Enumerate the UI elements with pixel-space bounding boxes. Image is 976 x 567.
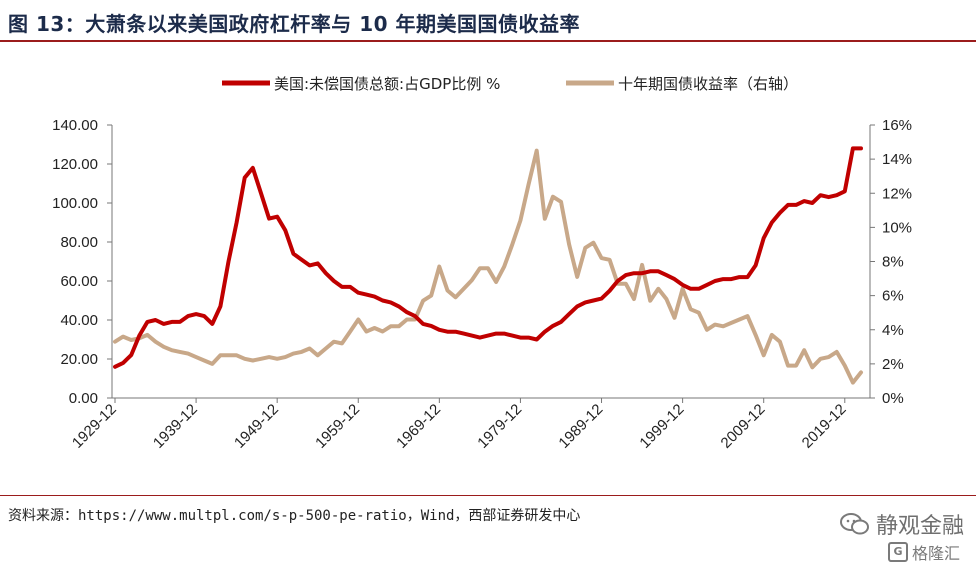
- right-y-tick-label: 4%: [882, 322, 904, 339]
- series-10y-yield-line: [113, 148, 863, 385]
- watermark-secondary: G 格隆汇: [887, 540, 960, 564]
- chart-series: [113, 146, 863, 385]
- x-tick-label: 1939-12: [150, 401, 201, 452]
- right-y-tick-label: 2%: [882, 356, 904, 373]
- left-y-tick-label: 40.00: [60, 312, 98, 329]
- right-y-tick-label: 14%: [882, 151, 912, 168]
- left-y-tick-label: 80.00: [60, 234, 98, 251]
- left-y-tick-label: 100.00: [52, 195, 98, 212]
- x-tick-label: 1979-12: [474, 401, 525, 452]
- right-y-tick-label: 8%: [882, 254, 904, 271]
- g-logo-icon: G: [887, 542, 908, 562]
- wechat-icon: [839, 513, 869, 535]
- x-tick-label: 1989-12: [555, 401, 606, 452]
- source-note: 资料来源：https://www.multpl.com/s-p-500-pe-r…: [8, 508, 581, 524]
- watermark-secondary-text: 格隆汇: [911, 544, 960, 563]
- x-tick-label: 2009-12: [718, 401, 769, 452]
- left-y-tick-label: 0.00: [69, 390, 98, 407]
- right-y-tick-label: 12%: [882, 185, 912, 202]
- x-tick-label: 1949-12: [231, 401, 282, 452]
- left-y-tick-label: 120.00: [52, 156, 98, 173]
- title-rule: [0, 40, 976, 42]
- left-y-tick-label: 140.00: [52, 117, 98, 134]
- left-y-tick-label: 60.00: [60, 273, 98, 290]
- legend-label: 十年期国债收益率（右轴）: [618, 75, 798, 93]
- watermark-text: 静观金融: [875, 514, 964, 539]
- figure-title: 图 13：大萧条以来美国政府杠杆率与 10 年期美国国债收益率: [8, 12, 581, 36]
- right-y-tick-label: 6%: [882, 288, 904, 305]
- chart-axes: 0.00 20.00 40.00 60.00 80.00 100.00 120.00 140.…: [52, 117, 912, 452]
- watermark: 静观金融: [839, 508, 964, 540]
- x-tick-label: 2019-12: [799, 401, 850, 452]
- x-tick-label: 1959-12: [312, 401, 363, 452]
- chart-legend: 美国:未偿国债总额:占GDP比例 % 十年期国债收益率（右轴）: [222, 75, 798, 93]
- footer-rule: [0, 495, 976, 496]
- x-tick-label: 1969-12: [393, 401, 444, 452]
- series-debt-to-gdp-line: [113, 146, 863, 369]
- left-y-tick-label: 20.00: [60, 351, 98, 368]
- x-tick-label: 1929-12: [69, 401, 120, 452]
- right-y-tick-label: 16%: [882, 117, 912, 134]
- right-y-tick-label: 0%: [882, 390, 904, 407]
- right-y-tick-label: 10%: [882, 219, 912, 236]
- legend-label: 美国:未偿国债总额:占GDP比例 %: [274, 75, 500, 93]
- line-chart: 0.00 20.00 40.00 60.00 80.00 100.00 120.00 140.…: [52, 75, 912, 452]
- x-tick-label: 1999-12: [636, 401, 687, 452]
